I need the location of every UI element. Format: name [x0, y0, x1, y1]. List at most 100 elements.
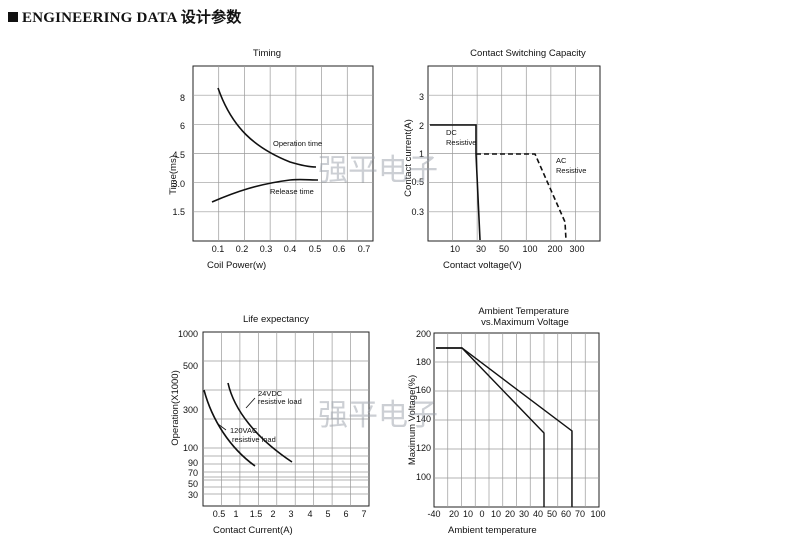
ytick-amb-120: 120: [416, 443, 431, 453]
annotation-ac-resistive: Resistive: [556, 166, 586, 175]
ytick-timing-3-0: 3.0: [172, 179, 185, 189]
ytick-life-500: 500: [183, 361, 198, 371]
page-header: ENGINEERING DATA 设计参数: [8, 6, 242, 27]
xtick-timing-0-6: 0.6: [333, 244, 346, 254]
ytick-life-70: 70: [188, 468, 198, 478]
chart-contact-switching: Contact Switching Capacity 3 2 1 0.5 0.3…: [403, 48, 601, 271]
header-title: ENGINEERING DATA 设计参数: [22, 10, 242, 26]
grid-life: [203, 332, 369, 506]
title-line-2: vs.Maximum Voltage: [481, 317, 569, 328]
xtick-timing-0-1: 0.1: [212, 244, 225, 254]
xtick-amb-3: 0: [479, 509, 484, 519]
xtick-life-5: 5: [325, 509, 330, 519]
leader-24vdc: [245, 397, 256, 409]
ytick-life-90: 90: [188, 458, 198, 468]
xtick-amb-10: 70: [575, 509, 585, 519]
grid-timing: [193, 66, 373, 241]
annotation-release-time: Release time: [270, 187, 314, 196]
grid-contact-switching: [428, 66, 600, 241]
ytick-timing-4-5: 4.5: [172, 150, 185, 160]
ylabel-timing: Time(ms): [168, 155, 179, 195]
series-24vdc: [227, 382, 293, 463]
xtick-amb-1: 20: [449, 509, 459, 519]
watermark-top: 强平电子: [318, 153, 438, 188]
ylabel-contact-switching: Contact current(A): [403, 119, 414, 197]
xtick-amb-5: 20: [505, 509, 515, 519]
ytick-life-100: 100: [183, 443, 198, 453]
ytick-amb-180: 180: [416, 357, 431, 367]
ytick-life-1000: 1000: [178, 329, 198, 339]
xtick-amb-6: 30: [519, 509, 529, 519]
xtick-timing-0-5: 0.5: [309, 244, 322, 254]
ytick-life-30: 30: [188, 490, 198, 500]
xtick-life-2: 2: [270, 509, 275, 519]
xtick-timing-0-2: 0.2: [236, 244, 249, 254]
xlabel-ambient: Ambient temperature: [448, 525, 537, 536]
xtick-life-1: 1: [233, 509, 238, 519]
title-line-1: Ambient Temperature: [478, 306, 569, 317]
xlabel-contact-switching: Contact voltage(V): [443, 260, 522, 271]
annotation-dc: DC: [446, 128, 457, 137]
series-operation-time: [217, 87, 317, 168]
xtick-amb-9: 60: [561, 509, 571, 519]
series-ambient-2: [436, 347, 573, 507]
chart-title-contact-switching: Contact Switching Capacity: [470, 48, 586, 59]
chart-title-ambient: Ambient Temperature vs.Maximum Voltage: [478, 306, 571, 328]
xtick-timing-0-3: 0.3: [260, 244, 273, 254]
xtick-life-1-5: 1.5: [250, 509, 263, 519]
series-dc-resistive: [430, 124, 481, 241]
xtick-csc-200: 200: [547, 244, 562, 254]
annotation-120vac: 120VAC: [230, 426, 258, 435]
ytick-amb-140: 140: [416, 414, 431, 424]
xtick-csc-10: 10: [450, 244, 460, 254]
xtick-amb-2: 10: [463, 509, 473, 519]
series-release-time: [211, 178, 319, 203]
xtick-life-7: 7: [361, 509, 366, 519]
chart-life-expectancy: Life expectancy 1000 500 300 100 90 70 5…: [170, 314, 370, 536]
xtick-amb-4: 10: [491, 509, 501, 519]
xtick-life-6: 6: [343, 509, 348, 519]
square-bullet-icon: [8, 12, 18, 22]
xtick-csc-100: 100: [522, 244, 537, 254]
annotation-ac: AC: [556, 156, 567, 165]
series-ambient-1: [436, 347, 545, 507]
ytick-amb-160: 160: [416, 385, 431, 395]
xtick-life-4: 4: [307, 509, 312, 519]
chart-ambient-temperature: Ambient Temperature vs.Maximum Voltage 2…: [407, 306, 606, 536]
ytick-timing-8: 8: [180, 93, 185, 103]
annotation-24vdc-load: resistive load: [258, 397, 302, 406]
ytick-life-50: 50: [188, 479, 198, 489]
xtick-timing-0-4: 0.4: [284, 244, 297, 254]
chart-timing: Timing 8 6 4.5 3.0 1.5 0.1 0.2 0.3 0.4 0…: [168, 48, 374, 271]
leader-120vac: [217, 423, 227, 431]
xtick-amb-11: 100: [590, 509, 605, 519]
ytick-csc-0-3: 0.3: [411, 207, 424, 217]
ytick-amb-200: 200: [416, 329, 431, 339]
xlabel-timing: Coil Power(w): [207, 260, 266, 271]
grid-ambient: [434, 333, 599, 507]
xtick-timing-0-7: 0.7: [358, 244, 371, 254]
xtick-csc-300: 300: [569, 244, 584, 254]
chart-title-life: Life expectancy: [243, 314, 309, 325]
xtick-amb-8: 50: [547, 509, 557, 519]
watermark-bottom: 强平电子: [318, 398, 438, 433]
ytick-timing-1-5: 1.5: [172, 207, 185, 217]
ytick-csc-0-5: 0.5: [411, 177, 424, 187]
annotation-24vdc: 24VDC: [258, 389, 283, 398]
xtick-csc-30: 30: [476, 244, 486, 254]
chart-title-timing: Timing: [253, 48, 281, 59]
ylabel-life: Operation(X1000): [170, 370, 181, 446]
xtick-amb-0: -40: [427, 509, 440, 519]
xtick-csc-50: 50: [499, 244, 509, 254]
ytick-life-300: 300: [183, 405, 198, 415]
annotation-operation-time: Operation time: [273, 139, 322, 148]
ylabel-ambient: Maximum Voltage(%): [407, 375, 418, 465]
xtick-amb-7: 40: [533, 509, 543, 519]
xlabel-life: Contact Current(A): [213, 525, 293, 536]
ytick-amb-100: 100: [416, 472, 431, 482]
ytick-csc-1: 1: [419, 149, 424, 159]
xtick-life-3: 3: [288, 509, 293, 519]
ytick-timing-6: 6: [180, 121, 185, 131]
series-ac-resistive: [476, 153, 567, 241]
